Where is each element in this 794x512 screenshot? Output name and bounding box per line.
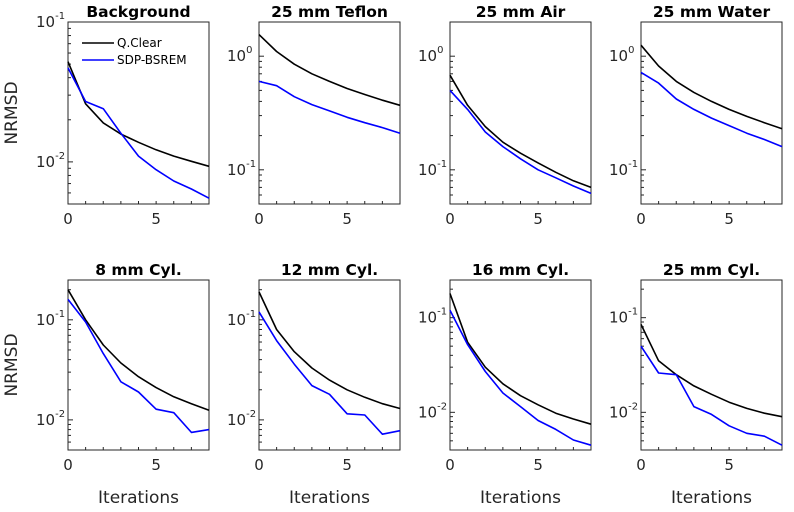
y-axis-label: NRMSD (2, 333, 22, 396)
series-sdp-bsrem (449, 89, 592, 195)
panel-5: 8 mm Cyl. 0 5 10-1 10-2 (36, 261, 210, 474)
series-sdp-bsrem (67, 298, 210, 434)
x-tick-label: 0 (63, 456, 73, 474)
series-sdp-bsrem (258, 80, 401, 134)
x-tick-label: 5 (533, 210, 543, 228)
legend-label: Q.Clear (117, 36, 162, 50)
x-tick-label: 5 (533, 456, 543, 474)
series-sdp-bsrem (640, 345, 783, 446)
series-q-clear (449, 74, 592, 189)
x-tick-label: 5 (151, 210, 161, 228)
x-axis-label: Iterations (289, 488, 370, 508)
y-tick-label: 100 (609, 45, 634, 65)
x-axis-label: Iterations (671, 488, 752, 508)
axes-box (258, 21, 401, 205)
x-tick-label: 5 (151, 456, 161, 474)
panel-8: 25 mm Cyl. 0 5 10-1 10-2 (609, 261, 783, 474)
axes-box (640, 21, 783, 205)
panel-2: 25 mm Teflon 0 5 100 10-1 (227, 3, 401, 228)
y-tick-label: 10-2 (227, 409, 256, 429)
panel-1: Background 0 5 10-1 10-2 Q.Clear SDP-BSREM (36, 3, 210, 228)
panel-title: 25 mm Air (476, 3, 566, 21)
y-tick-label: 100 (227, 45, 252, 65)
y-axis-label: NRMSD (2, 81, 22, 144)
y-tick-label: 10-2 (36, 151, 65, 171)
series-sdp-bsrem (258, 311, 401, 436)
legend: Q.Clear SDP-BSREM (82, 36, 187, 67)
y-tick-label: 10-1 (36, 309, 65, 329)
x-tick-label: 0 (636, 210, 646, 228)
panel-title: 25 mm Teflon (271, 3, 388, 21)
panel-title: 12 mm Cyl. (281, 261, 378, 279)
x-axis-label: Iterations (480, 488, 561, 508)
panel-6: 12 mm Cyl. 0 5 10-1 10-2 (227, 261, 401, 474)
panel-title: 8 mm Cyl. (95, 261, 182, 279)
series-q-clear (449, 293, 592, 425)
panel-title: 25 mm Water (653, 3, 771, 21)
x-tick-label: 5 (342, 210, 352, 228)
series-sdp-bsrem (640, 71, 783, 148)
series-q-clear (258, 34, 401, 107)
x-tick-label: 0 (254, 456, 264, 474)
axes-box (449, 279, 592, 451)
series-sdp-bsrem (67, 67, 210, 199)
series-sdp-bsrem (449, 309, 592, 446)
x-tick-label: 5 (342, 456, 352, 474)
panel-title: 25 mm Cyl. (663, 261, 760, 279)
panel-3: 25 mm Air 0 5 100 10-1 (418, 3, 592, 228)
y-tick-label: 10-1 (36, 11, 65, 31)
x-tick-label: 0 (63, 210, 73, 228)
series-q-clear (640, 324, 783, 418)
series-q-clear (640, 44, 783, 130)
y-tick-label: 10-1 (418, 307, 447, 327)
panel-title: 16 mm Cyl. (472, 261, 569, 279)
axes-box (258, 279, 401, 451)
y-tick-label: 10-1 (227, 159, 256, 179)
series-q-clear (67, 289, 210, 411)
y-tick-label: 10-1 (227, 309, 256, 329)
panel-title: Background (86, 3, 190, 21)
series-q-clear (67, 61, 210, 168)
x-tick-label: 0 (445, 456, 455, 474)
y-tick-label: 10-1 (609, 159, 638, 179)
y-tick-label: 10-2 (418, 401, 447, 421)
y-tick-label: 10-1 (609, 307, 638, 327)
y-tick-label: 10-2 (36, 409, 65, 429)
axes-box (640, 279, 783, 451)
x-axis-label: Iterations (98, 488, 179, 508)
axes-box (67, 21, 210, 205)
y-tick-label: 10-1 (418, 159, 447, 179)
x-tick-label: 0 (636, 456, 646, 474)
legend-label: SDP-BSREM (117, 53, 187, 67)
panel-4: 25 mm Water 0 5 100 10-1 (609, 3, 783, 228)
series-q-clear (258, 291, 401, 410)
panel-7: 16 mm Cyl. 0 5 10-1 10-2 (418, 261, 592, 474)
x-tick-label: 5 (724, 210, 734, 228)
y-tick-label: 100 (418, 45, 443, 65)
x-tick-label: 0 (254, 210, 264, 228)
axes-box (67, 279, 210, 451)
x-tick-label: 0 (445, 210, 455, 228)
x-tick-label: 5 (724, 456, 734, 474)
y-tick-label: 10-2 (609, 401, 638, 421)
